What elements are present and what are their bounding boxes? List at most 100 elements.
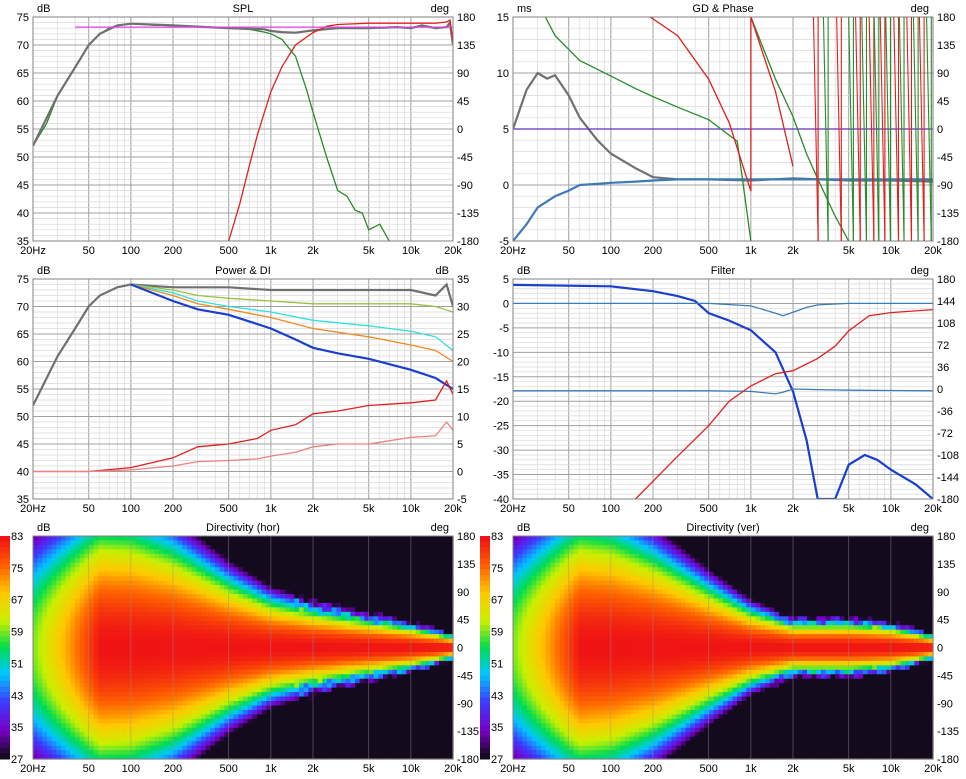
heatmap-cell — [303, 643, 309, 649]
heatmap-cell — [135, 656, 141, 662]
heatmap-cell — [187, 638, 193, 644]
heatmap-cell — [33, 692, 39, 698]
heatmap-cell — [327, 540, 333, 546]
heatmap-cell — [140, 549, 146, 555]
heatmap-cell — [303, 701, 309, 707]
heatmap-cell — [369, 643, 375, 649]
heatmap-cell — [299, 754, 305, 760]
heatmap-cell — [112, 687, 118, 693]
heatmap-cell — [79, 616, 85, 622]
heatmap-cell — [355, 736, 361, 742]
x-tick-label: 1k — [745, 245, 757, 257]
heatmap-cell — [336, 607, 342, 613]
heatmap-cell — [397, 634, 403, 640]
heatmap-cell — [168, 629, 174, 635]
heatmap-cell — [89, 589, 95, 595]
heatmap-cell — [182, 634, 188, 640]
heatmap-cell — [271, 602, 277, 608]
heatmap-cell — [429, 709, 435, 715]
heatmap-cell — [406, 634, 412, 640]
heatmap-cell — [392, 701, 398, 707]
heatmap-cell — [98, 553, 104, 559]
heatmap-cell — [126, 549, 132, 555]
heatmap-cell — [196, 536, 202, 542]
heatmap-cell — [350, 634, 356, 640]
heatmap-cell — [187, 585, 193, 591]
heatmap-cell — [247, 660, 253, 666]
heatmap-cell — [378, 732, 384, 738]
heatmap-cell — [159, 540, 165, 546]
heatmap-cell — [163, 634, 169, 640]
x-tick-label: 50 — [83, 503, 95, 515]
heatmap-cell — [126, 692, 132, 698]
heatmap-cell — [79, 607, 85, 613]
heatmap-cell — [364, 549, 370, 555]
heatmap-cell — [112, 736, 118, 742]
heatmap-cell — [294, 687, 300, 693]
heatmap-cell — [392, 674, 398, 680]
heatmap-cell — [47, 629, 53, 635]
heatmap-cell — [280, 634, 286, 640]
heatmap-cell — [140, 669, 146, 675]
heatmap-cell — [434, 558, 440, 564]
heatmap-cell — [140, 754, 146, 760]
heatmap-cell — [75, 620, 81, 626]
heatmap-cell — [359, 634, 365, 640]
heatmap-cell — [163, 705, 169, 711]
heatmap-cell — [308, 727, 314, 733]
heatmap-cell — [243, 709, 249, 715]
heatmap-cell — [378, 754, 384, 760]
heatmap-cell — [261, 709, 267, 715]
heatmap-cell — [280, 687, 286, 693]
heatmap-cell — [107, 536, 113, 542]
heatmap-cell — [252, 620, 258, 626]
heatmap-cell — [37, 589, 43, 595]
colorbar-tick-label: 27 — [11, 754, 23, 766]
heatmap-cell — [117, 665, 123, 671]
heatmap-cell — [103, 732, 109, 738]
heatmap-cell — [37, 638, 43, 644]
heatmap-cell — [61, 683, 67, 689]
heatmap-cell — [299, 714, 305, 720]
heatmap-cell — [415, 687, 421, 693]
heatmap-cell — [299, 718, 305, 724]
heatmap-cell — [327, 580, 333, 586]
heatmap-cell — [411, 665, 417, 671]
heatmap-cell — [159, 589, 165, 595]
heatmap-cell — [107, 723, 113, 729]
heatmap-cell — [117, 625, 123, 631]
heatmap-cell — [303, 593, 309, 600]
heatmap-cell — [224, 562, 230, 568]
y-tick-label-right: 30 — [457, 302, 469, 314]
heatmap-cell — [131, 540, 137, 546]
heatmap-cell — [280, 647, 286, 653]
heatmap-cell — [229, 705, 235, 711]
heatmap-cell — [434, 669, 440, 675]
heatmap-cell — [154, 651, 160, 658]
heatmap-cell — [154, 571, 160, 577]
heatmap-cell — [173, 593, 179, 600]
heatmap-cell — [299, 589, 305, 595]
heatmap-cell — [280, 589, 286, 595]
heatmap-cell — [439, 696, 445, 702]
heatmap-cell — [75, 651, 81, 658]
heatmap-cell — [243, 687, 249, 693]
heatmap-cell — [373, 736, 379, 742]
heatmap-cell — [280, 558, 286, 564]
heatmap-cell — [61, 669, 67, 675]
heatmap-cell — [257, 629, 263, 635]
heatmap-cell — [215, 692, 221, 698]
heatmap-cell — [425, 629, 431, 635]
heatmap-cell — [51, 598, 57, 604]
heatmap-cell — [168, 732, 174, 738]
heatmap-cell — [397, 602, 403, 608]
heatmap-cell — [266, 732, 272, 738]
heatmap-cell — [369, 571, 375, 577]
heatmap-cell — [107, 754, 113, 760]
heatmap-cell — [303, 705, 309, 711]
heatmap-cell — [252, 576, 258, 582]
heatmap-cell — [168, 745, 174, 751]
heatmap-cell — [401, 593, 407, 600]
heatmap-cell — [341, 611, 347, 617]
heatmap-cell — [135, 540, 141, 546]
